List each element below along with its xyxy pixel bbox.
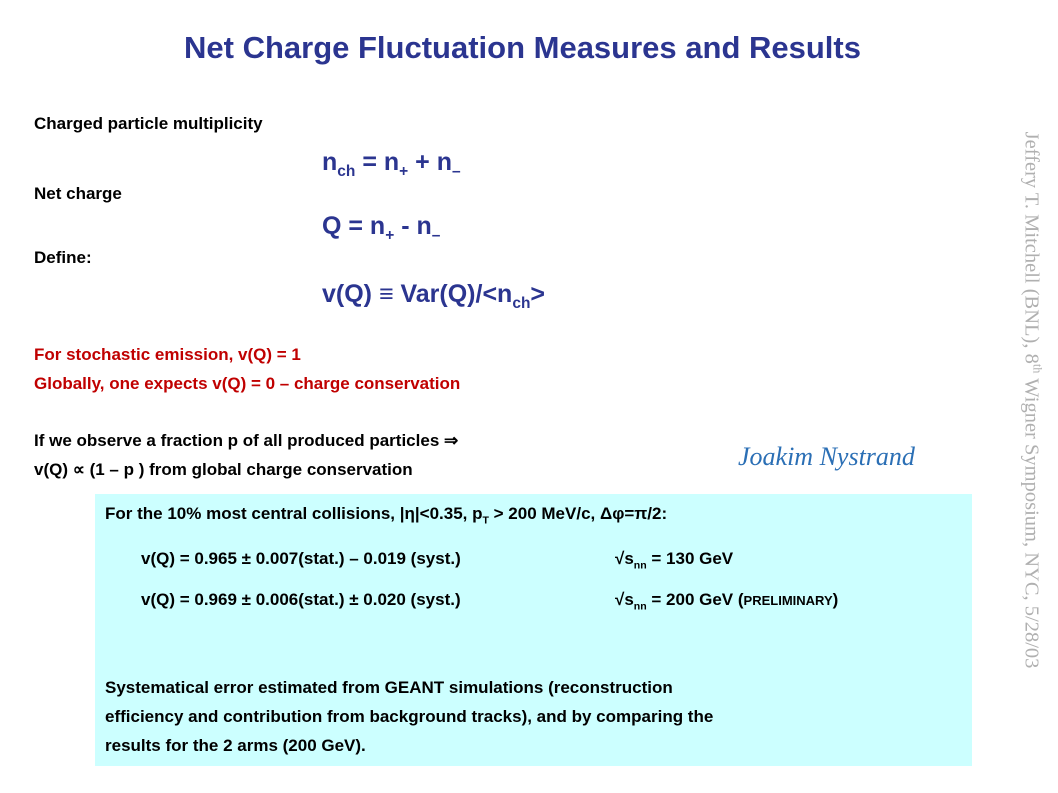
result-200-value: v(Q) = 0.969 ± 0.006(stat.) ± 0.020 (sys… [141, 590, 461, 609]
netcharge-label: Net charge [34, 184, 122, 203]
multiplicity-equation: nch = n+ + n– [322, 148, 461, 180]
sidebar-credit-text: Jeffery T. Mitchell (BNL), 8th Wigner Sy… [1020, 131, 1045, 669]
systematics-line-3: results for the 2 arms (200 GeV). [105, 736, 366, 755]
sidebar-credit: Jeffery T. Mitchell (BNL), 8th Wigner Sy… [1012, 40, 1052, 760]
results-header: For the 10% most central collisions, |η|… [105, 504, 668, 527]
result-130-value: v(Q) = 0.965 ± 0.007(stat.) – 0.019 (sys… [141, 549, 461, 568]
stochastic-note: For stochastic emission, v(Q) = 1 [34, 345, 301, 364]
global-note: Globally, one expects v(Q) = 0 – charge … [34, 374, 461, 393]
systematics-line-1: Systematical error estimated from GEANT … [105, 678, 673, 697]
define-equation: v(Q) ≡ Var(Q)/<nch> [322, 280, 546, 312]
author-name: Joakim Nystrand [738, 442, 915, 471]
fraction-note-2: v(Q) ∝ (1 – p ) from global charge conse… [34, 460, 413, 479]
systematics-line-2: efficiency and contribution from backgro… [105, 707, 714, 726]
result-200-energy: √snn = 200 GeV (PRELIMINARY) [615, 590, 839, 613]
preliminary-tag: PRELIMINARY [743, 593, 833, 608]
page-title: Net Charge Fluctuation Measures and Resu… [184, 30, 861, 65]
fraction-note-1: If we observe a fraction p of all produc… [34, 431, 459, 450]
results-box: For the 10% most central collisions, |η|… [95, 494, 972, 766]
result-130-energy: √snn = 130 GeV [615, 549, 734, 572]
netcharge-equation: Q = n+ - n– [322, 212, 441, 244]
define-label: Define: [34, 248, 92, 267]
multiplicity-label: Charged particle multiplicity [34, 114, 263, 133]
